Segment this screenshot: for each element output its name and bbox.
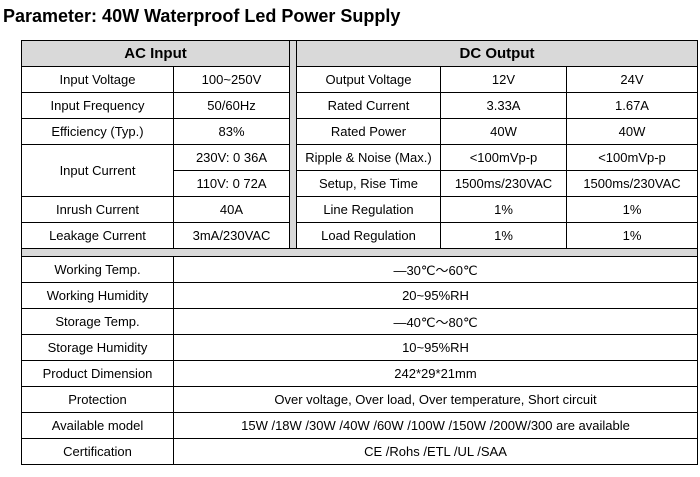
row-label: Certification [21, 438, 174, 465]
row-label: Ripple & Noise (Max.) [296, 144, 441, 171]
row-label: Rated Power [296, 118, 441, 145]
row-value: 50/60Hz [173, 92, 290, 119]
row-value: 20~95%RH [173, 282, 698, 309]
row-value: 10~95%RH [173, 334, 698, 361]
row-value: CE /Rohs /ETL /UL /SAA [173, 438, 698, 465]
row-value-12v: 1500ms/230VAC [440, 170, 567, 197]
row-label: Available model [21, 412, 174, 439]
page-title: Parameter: 40W Waterproof Led Power Supp… [3, 6, 401, 26]
row-value: 15W /18W /30W /40W /60W /100W /150W /200… [173, 412, 698, 439]
row-value-12v: 3.33A [440, 92, 567, 119]
row-label: Product Dimension [21, 360, 174, 387]
row-value: 3mA/230VAC [173, 222, 290, 249]
row-value-12v: 40W [440, 118, 567, 145]
row-value-24v: 1% [566, 196, 698, 223]
row-label: Protection [21, 386, 174, 413]
dc-output-header: DC Output [296, 40, 698, 67]
row-label: Load Regulation [296, 222, 441, 249]
row-label: Input Current [21, 144, 174, 197]
row-value: —30℃～60℃ [173, 256, 698, 283]
row-label: Rated Current [296, 92, 441, 119]
row-value-24v: 1500ms/230VAC [566, 170, 698, 197]
row-label: Storage Humidity [21, 334, 174, 361]
row-value: 40A [173, 196, 290, 223]
row-value: 100~250V [173, 66, 290, 93]
row-label: Working Humidity [21, 282, 174, 309]
row-value-12v: 12V [440, 66, 567, 93]
row-value-24v: 40W [566, 118, 698, 145]
row-value-24v: <100mVp-p [566, 144, 698, 171]
row-value: 83% [173, 118, 290, 145]
row-value: 230V: 0 36A [173, 144, 290, 171]
row-value-24v: 1.67A [566, 92, 698, 119]
row-value: 110V: 0 72A [173, 170, 290, 197]
row-value: 242*29*21mm [173, 360, 698, 387]
row-label: Input Voltage [21, 66, 174, 93]
row-value-12v: 1% [440, 196, 567, 223]
row-label: Input Frequency [21, 92, 174, 119]
row-label: Storage Temp. [21, 308, 174, 335]
row-label: Line Regulation [296, 196, 441, 223]
row-label: Output Voltage [296, 66, 441, 93]
ac-input-header: AC Input [21, 40, 290, 67]
row-value-12v: <100mVp-p [440, 144, 567, 171]
row-label: Setup, Rise Time [296, 170, 441, 197]
row-label: Inrush Current [21, 196, 174, 223]
row-label: Efficiency (Typ.) [21, 118, 174, 145]
row-label: Leakage Current [21, 222, 174, 249]
row-label: Working Temp. [21, 256, 174, 283]
row-value: —40℃～80℃ [173, 308, 698, 335]
row-value-24v: 1% [566, 222, 698, 249]
row-value-12v: 1% [440, 222, 567, 249]
row-value-24v: 24V [566, 66, 698, 93]
row-value: Over voltage, Over load, Over temperatur… [173, 386, 698, 413]
